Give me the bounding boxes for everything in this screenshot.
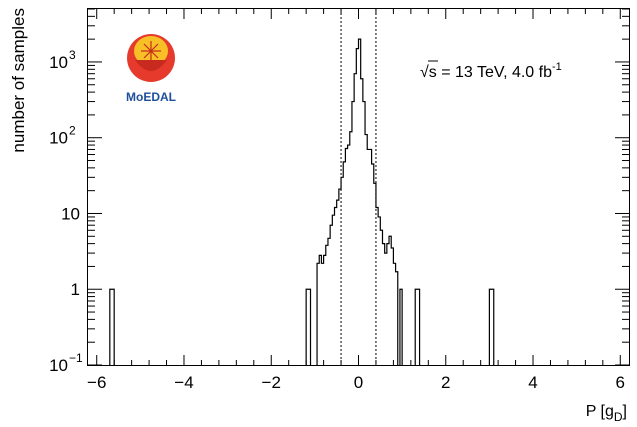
y-tick-label: 10 bbox=[49, 356, 68, 375]
x-tick-label: 6 bbox=[616, 373, 625, 392]
y-tick-label: 10 bbox=[61, 204, 80, 223]
axis-ticks bbox=[88, 8, 629, 366]
y-tick-label: 10 bbox=[49, 53, 68, 72]
x-tick-label: 2 bbox=[441, 373, 450, 392]
logo-text: MoEDAL bbox=[126, 90, 176, 104]
x-tick-label: −6 bbox=[87, 373, 106, 392]
y-tick-exponent: 2 bbox=[69, 124, 76, 138]
x-tick-label: −2 bbox=[262, 373, 281, 392]
x-tick-label: 0 bbox=[354, 373, 363, 392]
moedal-logo: MoEDAL bbox=[126, 34, 176, 104]
plot-frame bbox=[87, 8, 630, 366]
y-tick-exponent: 3 bbox=[69, 48, 76, 62]
x-tick-label: −4 bbox=[174, 373, 193, 392]
y-tick-label: 10 bbox=[49, 129, 68, 148]
histogram-outline bbox=[109, 38, 495, 365]
y-tick-label: 1 bbox=[71, 280, 80, 299]
x-tick-label: 4 bbox=[528, 373, 537, 392]
energy-luminosity-annotation: √s = 13 TeV, 4.0 fb-1 bbox=[420, 60, 562, 81]
x-axis-label: P [gD] bbox=[586, 403, 627, 424]
cut-lines bbox=[340, 9, 377, 365]
x-tick-labels: −6 −4 −2 0 2 4 6 bbox=[87, 373, 625, 392]
y-axis-label: number of samples bbox=[9, 8, 28, 153]
svg-text:√s = 13 TeV, 4.0 fb-1: √s = 13 TeV, 4.0 fb-1 bbox=[420, 61, 562, 81]
y-tick-exponent: −1 bbox=[69, 351, 83, 365]
